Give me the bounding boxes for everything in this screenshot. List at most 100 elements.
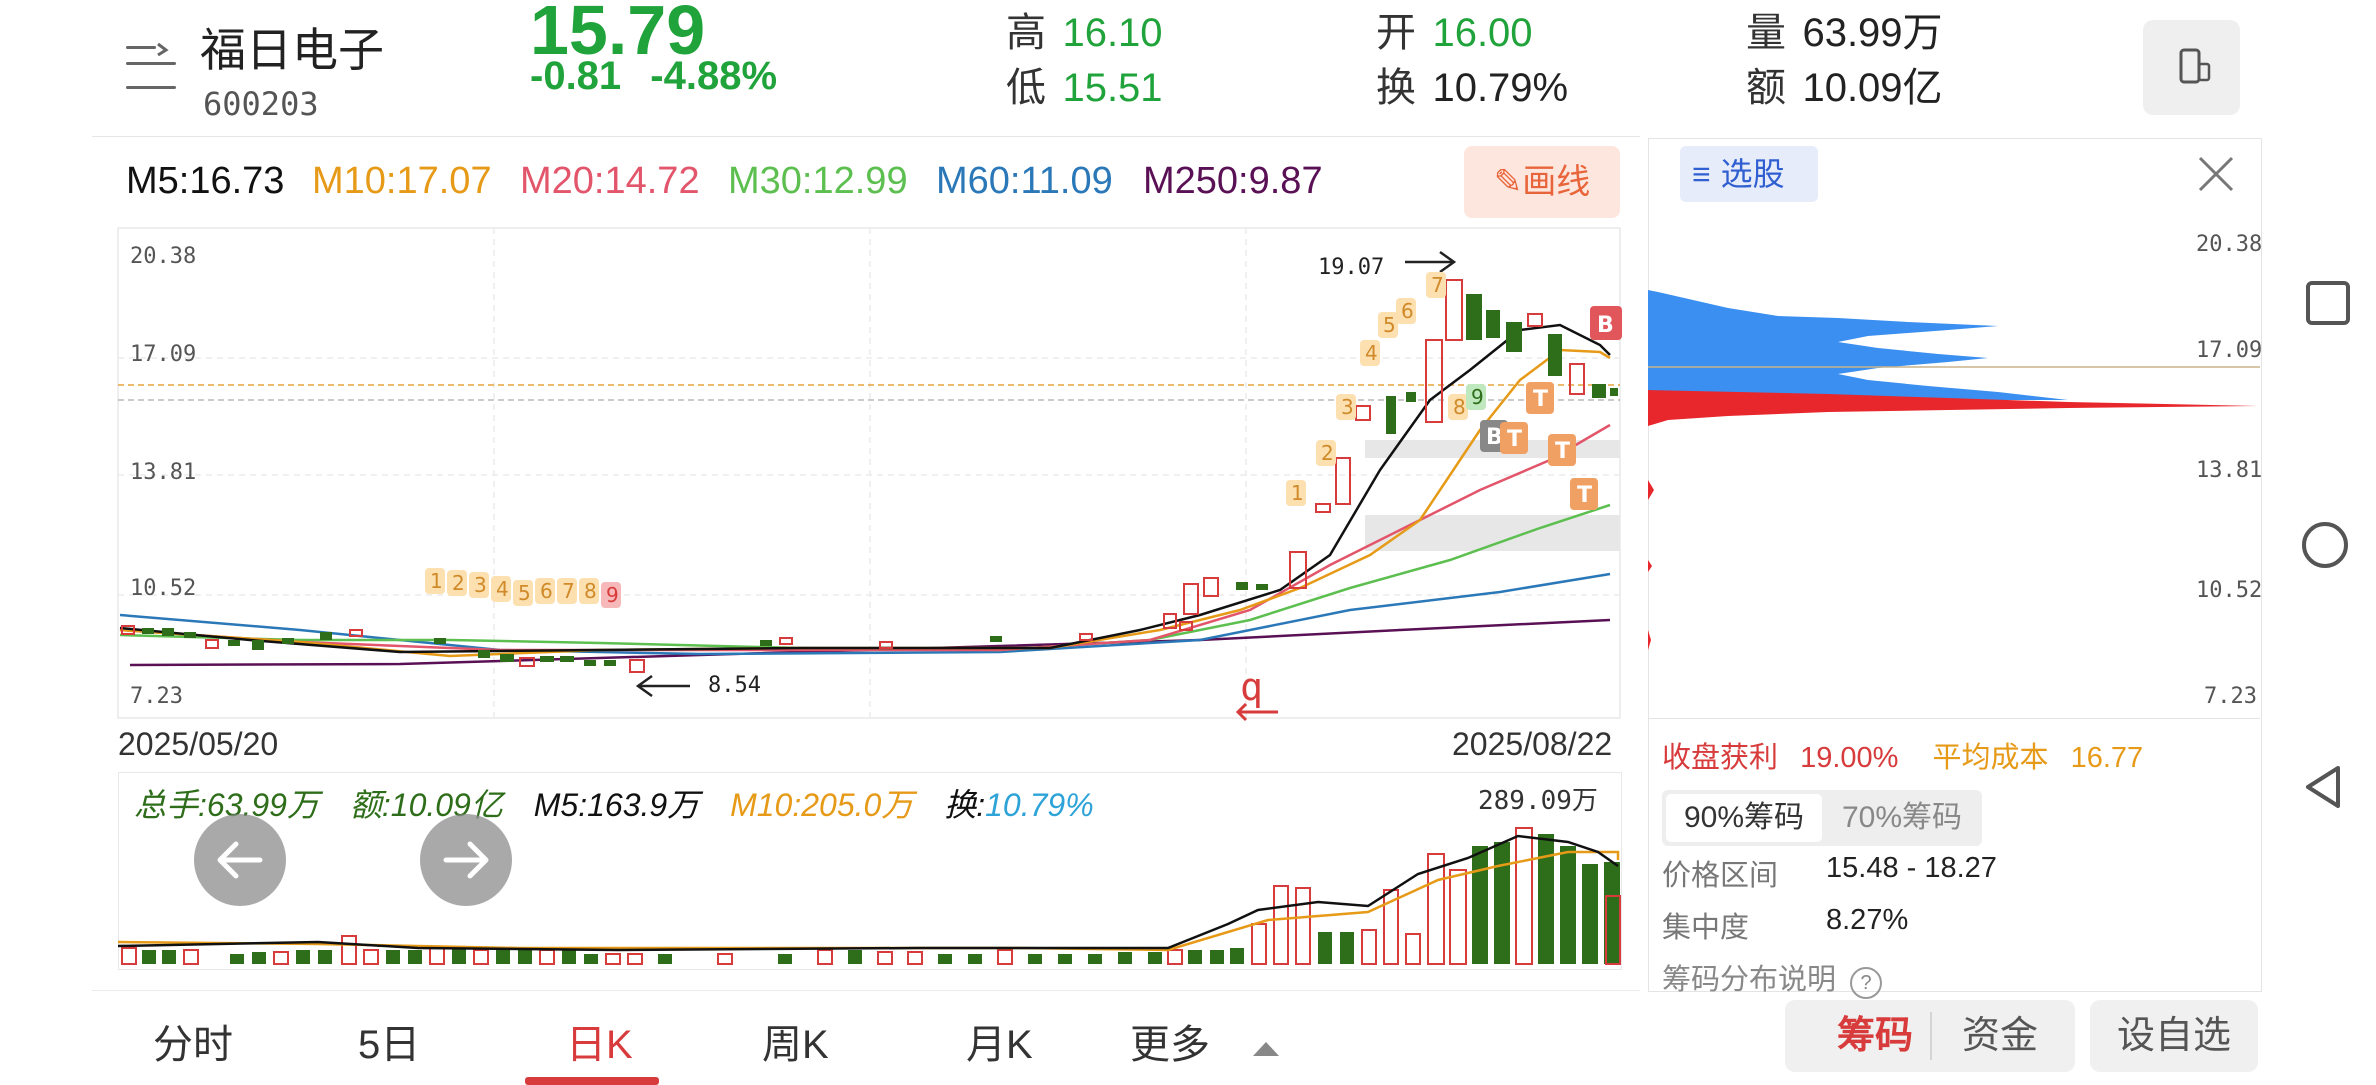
stock-name: 福日电子 [200, 24, 384, 76]
svg-text:9: 9 [606, 583, 619, 607]
turnover-label: 换 [1376, 66, 1416, 110]
y-tick: 7.23 [130, 684, 183, 709]
volume-legend: 总手:63.99万 额:10.09亿 M5:163.9万 M10:205.0万 … [134, 780, 1094, 826]
svg-text:T: T [1555, 439, 1570, 464]
chip-distribution [1648, 290, 2260, 650]
tab-weekly-k[interactable]: 周K [762, 1023, 829, 1067]
volume-max: 289.09万 [1478, 786, 1598, 816]
stat-high: 高 16.10 [1006, 0, 1163, 58]
close-icon[interactable] [2192, 150, 2240, 198]
tab-90-percent[interactable]: 90%筹码 [1666, 794, 1822, 842]
phone-rotate-icon [2179, 48, 2211, 84]
current-price: 15.79 [530, 0, 706, 69]
change-value: -0.81 [530, 54, 622, 98]
chip-y-tick: 10.52 [2196, 578, 2263, 603]
svg-text:5: 5 [518, 581, 531, 605]
open-value: 16.00 [1432, 11, 1533, 55]
svg-text:6: 6 [1401, 299, 1414, 323]
concentration-value: 8.27% [1826, 904, 1909, 936]
volume-turnover: 10.79% [985, 787, 1094, 823]
start-date: 2025/05/20 [118, 726, 279, 762]
chip-y-tick: 13.81 [2196, 458, 2263, 483]
avg-cost-label: 平均成本 [1932, 742, 2049, 774]
signal-badges: 1 2 3 4 5 6 7 8 9 B T T T T B [1286, 272, 1622, 510]
tab-monthly-k[interactable]: 月K [966, 1023, 1033, 1067]
stat-volume: 量 63.99万 [1746, 0, 1943, 58]
ma60-label: M60:11.09 [936, 160, 1113, 202]
volume-bars [118, 827, 1621, 965]
svg-text:8: 8 [1453, 395, 1466, 419]
profit-label: 收盘获利 [1662, 742, 1779, 774]
menu-icon[interactable] [126, 42, 176, 90]
high-value: 16.10 [1062, 11, 1163, 55]
landscape-toggle-button[interactable] [2143, 20, 2240, 115]
low-label: 低 [1006, 66, 1046, 110]
chip-explain-label: 筹码分布说明 [1662, 964, 1837, 996]
stat-amount: 额 10.09亿 [1746, 55, 1943, 113]
amount-value: 10.09亿 [1802, 66, 1943, 110]
end-date: 2025/08/22 [1452, 726, 1613, 762]
home-icon[interactable] [2302, 522, 2348, 568]
low-value: 15.51 [1062, 66, 1163, 110]
tab-70-percent[interactable]: 70%筹码 [1841, 801, 1963, 834]
fund-button[interactable]: 资金 [1961, 1015, 2038, 1057]
stock-select-label: 选股 [1720, 156, 1785, 192]
y-tick: 17.09 [130, 342, 197, 367]
back-icon[interactable] [2300, 762, 2346, 812]
draw-line-button[interactable]: ✎画线 [1464, 146, 1620, 218]
svg-text:7: 7 [1431, 273, 1444, 297]
svg-text:5: 5 [1383, 313, 1396, 337]
chip-summary: 收盘获利 19.00% 平均成本 16.77 [1662, 734, 2143, 776]
profit-value: 19.00% [1800, 742, 1899, 774]
amount-label: 额 [1746, 66, 1786, 110]
chip-y-tick: 20.38 [2196, 232, 2263, 257]
range-value: 15.48 - 18.27 [1826, 852, 1997, 884]
stat-turnover: 换 10.79% [1376, 55, 1568, 113]
concentration-label: 集中度 [1662, 912, 1750, 944]
svg-text:3: 3 [474, 573, 487, 597]
draw-line-label: 画线 [1522, 163, 1591, 201]
svg-text:T: T [1577, 483, 1592, 508]
add-watchlist-button[interactable]: 设自选 [2090, 1000, 2258, 1072]
candlesticks [121, 279, 1618, 673]
volume-label: 量 [1746, 11, 1786, 55]
next-page-button[interactable] [420, 814, 512, 906]
ma20-label: M20:14.72 [520, 160, 700, 202]
low-annotation: 8.54 [708, 673, 761, 698]
turnover-value: 10.79% [1432, 66, 1569, 110]
high-annotation: 19.07 [1318, 255, 1384, 280]
recent-apps-icon[interactable] [2306, 281, 2350, 325]
tab-daily-k[interactable]: 日K [566, 1023, 633, 1067]
stock-code: 600203 [203, 85, 319, 123]
pen-icon: ✎ [1493, 163, 1523, 201]
tab-intraday[interactable]: 分时 [153, 1023, 233, 1067]
high-label: 高 [1006, 11, 1046, 55]
svg-text:1: 1 [1291, 481, 1304, 505]
sequence-counter-left: 1 2 3 4 5 6 7 8 9 [425, 568, 635, 608]
triangle-up-icon [1253, 1042, 1280, 1056]
q-marker: q [1240, 665, 1263, 709]
tab-5day[interactable]: 5日 [358, 1023, 421, 1067]
volume-value: 63.99万 [1802, 11, 1943, 55]
y-tick: 13.81 [130, 460, 197, 485]
arrow-left-icon [217, 841, 263, 879]
svg-text:2: 2 [452, 571, 465, 595]
svg-text:4: 4 [496, 577, 509, 601]
volume-m10: M10:205.0万 [730, 787, 914, 823]
volume-turnover-label: 换: [944, 787, 986, 823]
price-change: -0.81 -4.88% [530, 54, 777, 99]
chip-explain-link[interactable]: 筹码分布说明 ? [1662, 956, 1883, 999]
stock-select-button[interactable]: ≡ 选股 [1680, 146, 1818, 202]
stat-low: 低 15.51 [1006, 55, 1163, 113]
tab-more[interactable]: 更多 [1130, 1012, 1281, 1070]
chip-y-tick: 7.23 [2204, 684, 2257, 709]
active-tab-indicator [525, 1077, 659, 1085]
avg-cost-value: 16.77 [2070, 742, 2144, 774]
svg-text:T: T [1507, 427, 1522, 452]
svg-text:9: 9 [1471, 385, 1484, 409]
prev-page-button[interactable] [194, 814, 286, 906]
svg-text:7: 7 [562, 579, 575, 603]
chip-button[interactable]: 筹码 [1836, 1015, 1913, 1057]
change-percent: -4.88% [650, 54, 778, 98]
ma30-label: M30:12.99 [728, 160, 908, 202]
